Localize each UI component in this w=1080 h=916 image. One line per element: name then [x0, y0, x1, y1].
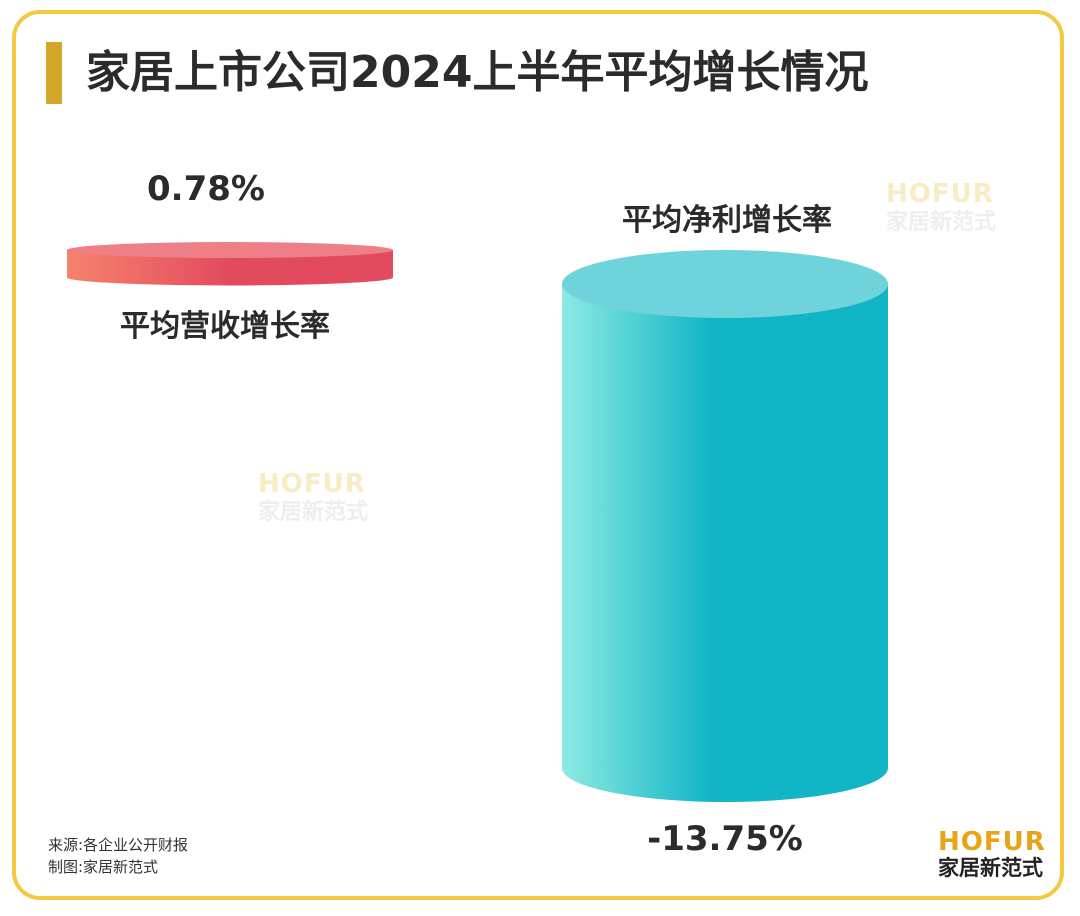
bar-revenue-body	[67, 250, 393, 286]
watermark-top-right: HOFUR 家居新范式	[886, 179, 997, 235]
page-title: 家居上市公司2024上半年平均增长情况	[86, 47, 869, 98]
bar-profit-body	[562, 284, 888, 802]
brand-logo: HOFUR 家居新范式	[938, 828, 1046, 880]
category-label: 平均净利增长率	[622, 203, 832, 238]
watermark-center: HOFUR 家居新范式	[258, 469, 369, 525]
credit-line: 制图:家居新范式	[48, 858, 159, 876]
value-label: 0.78%	[147, 169, 265, 209]
source-note: 来源:各企业公开财报 制图:家居新范式	[48, 834, 188, 878]
chart-frame	[12, 10, 1064, 900]
watermark-cn: 家居新范式	[258, 499, 369, 525]
watermark-en: HOFUR	[258, 469, 366, 499]
value-label: -13.75%	[647, 819, 803, 859]
category-label: 平均营收增长率	[120, 309, 330, 344]
logo-cn: 家居新范式	[938, 855, 1043, 880]
bar-revenue-top	[67, 242, 393, 258]
bar-profit-top	[562, 250, 888, 318]
logo-en: HOFUR	[938, 827, 1046, 857]
title-accent-bar	[46, 42, 62, 104]
watermark-cn: 家居新范式	[886, 209, 997, 235]
source-line: 来源:各企业公开财报	[48, 836, 189, 854]
watermark-en: HOFUR	[886, 179, 994, 209]
